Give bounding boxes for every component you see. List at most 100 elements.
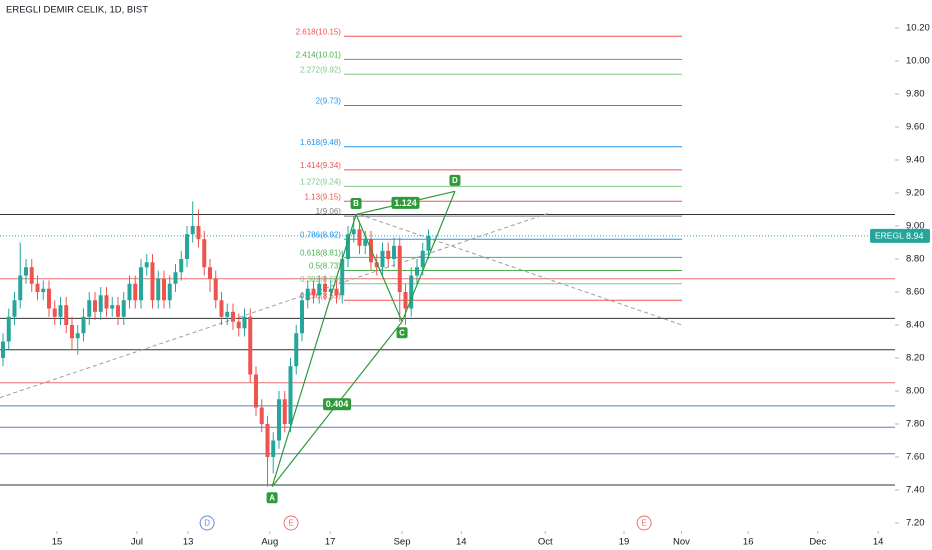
- candle-body: [380, 250, 385, 268]
- candle-body: [150, 262, 155, 301]
- trend-line: [359, 213, 683, 326]
- candle-body: [299, 300, 304, 334]
- x-tick-label: 13: [183, 537, 194, 548]
- candle-body: [6, 316, 11, 342]
- y-tick-label: 9.00: [906, 221, 925, 232]
- candle-body: [294, 333, 299, 367]
- candle-body: [236, 321, 241, 329]
- candle-body: [386, 250, 391, 259]
- pattern-leg: [355, 214, 403, 322]
- candle-body: [409, 275, 414, 309]
- point-box: [396, 327, 408, 339]
- candle-body: [127, 283, 132, 301]
- x-tick-label: Nov: [673, 537, 690, 548]
- y-tick-label: 10.20: [906, 23, 930, 34]
- candle-body: [207, 267, 212, 279]
- candle-body: [75, 333, 80, 339]
- point-label: B: [353, 199, 359, 208]
- ratio-box: [323, 398, 352, 411]
- candle-body: [46, 288, 51, 309]
- fib-label: 0.786(8.92): [300, 230, 341, 239]
- candle-body: [52, 308, 57, 317]
- fib-label: 2.272(9.92): [300, 65, 341, 74]
- event-marker: [283, 515, 299, 531]
- candle-body: [184, 234, 189, 259]
- event-label: D: [204, 519, 210, 528]
- point-label: C: [399, 328, 405, 337]
- x-tick-label: Dec: [809, 537, 826, 548]
- candle-body: [115, 305, 120, 317]
- candle-body: [87, 300, 92, 317]
- candle-body: [29, 267, 34, 284]
- candle-body: [391, 245, 396, 259]
- candle-body: [219, 300, 224, 317]
- candle-body: [161, 278, 166, 301]
- fib-label: 0.236(8.55): [300, 291, 341, 300]
- point-box: [449, 174, 461, 186]
- y-tick-label: 7.60: [906, 452, 925, 463]
- x-tick-label: Sep: [394, 537, 411, 548]
- y-tick-label: 10.00: [906, 56, 930, 67]
- y-tick-label: 8.80: [906, 254, 925, 265]
- last-price-tag: [870, 228, 930, 243]
- x-tick-label: 14: [456, 537, 467, 548]
- ratio-box: [391, 196, 420, 209]
- point-label: D: [452, 176, 458, 185]
- candle-body: [317, 283, 322, 296]
- fib-label: 2(9.73): [316, 97, 342, 106]
- candle-body: [213, 278, 218, 301]
- x-tick-label: 14: [873, 537, 884, 548]
- candle-body: [121, 300, 126, 317]
- event-marker: [199, 515, 215, 531]
- candle-body: [58, 305, 63, 317]
- ratio-label: 1.124: [394, 198, 417, 208]
- y-tick-label: 7.80: [906, 419, 925, 430]
- candle-body: [357, 229, 362, 246]
- candle-body: [230, 311, 235, 322]
- y-tick-label: 9.20: [906, 188, 925, 199]
- y-tick-label: 7.20: [906, 518, 925, 529]
- candle-body: [92, 300, 97, 312]
- y-tick-label: 8.40: [906, 320, 925, 331]
- point-box: [266, 492, 278, 504]
- candle-body: [328, 288, 333, 292]
- y-tick-label: 7.40: [906, 485, 925, 496]
- fib-label: 1.272(9.24): [300, 178, 341, 187]
- fib-label: 1.618(9.48): [300, 138, 341, 147]
- candle-body: [363, 239, 368, 246]
- candle-body: [305, 288, 310, 301]
- pattern-leg: [271, 214, 357, 487]
- candle-body: [138, 267, 143, 301]
- fib-label: 0.382(8.65): [300, 275, 341, 284]
- ratio-label: 0.404: [326, 399, 349, 409]
- candle-body: [12, 300, 17, 317]
- trend-line: [0, 212, 550, 399]
- candle-body: [110, 305, 115, 309]
- candle-body: [81, 316, 86, 334]
- y-tick-label: 8.60: [906, 287, 925, 298]
- candle-body: [41, 288, 46, 292]
- x-tick-label: Oct: [538, 537, 553, 548]
- candle-body: [179, 259, 184, 273]
- candle-body: [98, 295, 103, 312]
- y-tick-label: 8.20: [906, 353, 925, 364]
- candle-body: [0, 341, 5, 358]
- event-marker: [636, 515, 652, 531]
- fib-label: 1(9.06): [316, 207, 342, 216]
- chart-title: EREGLI DEMIR CELIK, 1D, BIST: [6, 5, 148, 16]
- fib-label: 0.618(8.81): [300, 248, 341, 257]
- candle-body: [403, 292, 408, 309]
- x-tick-label: Jul: [131, 537, 143, 548]
- fib-label: 1.13(9.15): [305, 192, 342, 201]
- y-tick-label: 8.00: [906, 386, 925, 397]
- fib-label: 2.414(10.01): [296, 50, 342, 59]
- candle-body: [259, 407, 264, 424]
- candle-body: [322, 283, 327, 292]
- candle-body: [144, 262, 149, 268]
- x-tick-label: 15: [52, 537, 63, 548]
- fib-label: 0.5(8.73): [309, 262, 341, 271]
- candle-body: [225, 311, 230, 317]
- candle-body: [64, 305, 69, 325]
